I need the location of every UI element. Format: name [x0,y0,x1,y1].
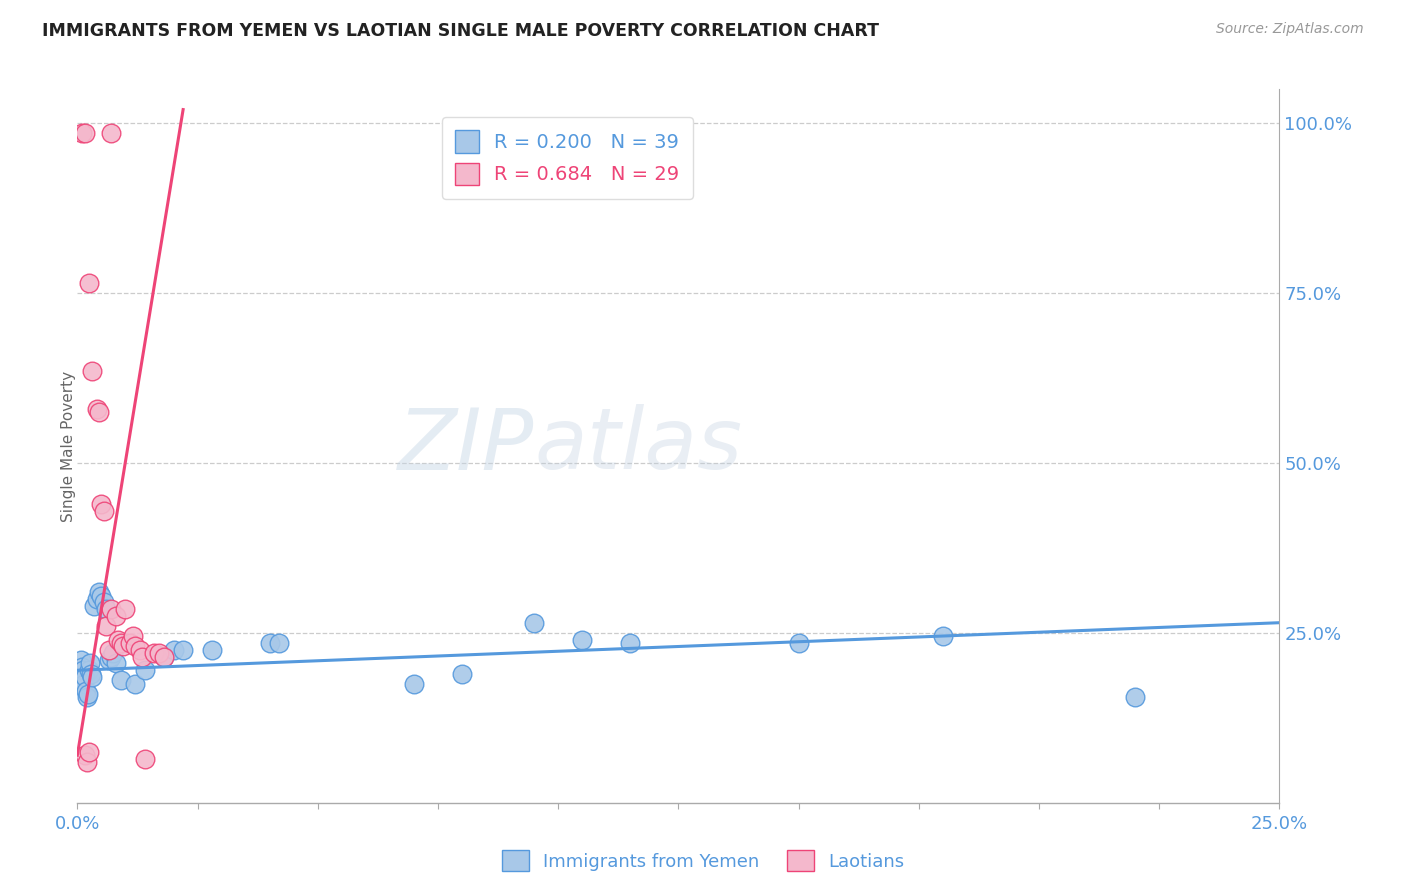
Text: ZIP: ZIP [398,404,534,488]
Point [402,677,425,691]
Point [97,643,120,657]
Point [259,636,281,650]
Point [111,640,134,654]
Point [77,663,100,677]
Point [110,636,132,650]
Point [79,657,101,671]
Point [80,364,103,378]
Point [103,646,125,660]
Point [75,683,97,698]
Point [162,643,184,657]
Point [143,646,166,660]
Point [100,649,122,664]
Point [153,649,176,664]
Point [93,595,115,609]
Point [104,608,127,623]
Text: Source: ZipAtlas.com: Source: ZipAtlas.com [1216,22,1364,37]
Point [153,649,176,664]
Point [73,670,96,684]
Point [70,660,93,674]
Text: atlas: atlas [534,404,742,488]
Point [110,673,132,688]
Point [100,602,122,616]
Point [96,602,118,616]
Point [90,497,112,511]
Point [70,653,93,667]
Point [121,629,143,643]
Point [100,127,122,141]
Point [523,615,546,630]
Point [104,657,127,671]
Legend: R = 0.200   N = 39, R = 0.684   N = 29: R = 0.200 N = 39, R = 0.684 N = 29 [441,117,693,199]
Point [76,755,98,769]
Point [134,663,156,677]
Point [86,401,108,416]
Point [83,599,105,613]
Point [120,636,142,650]
Point [172,643,194,657]
Point [128,643,150,657]
Point [619,636,641,650]
Y-axis label: Single Male Poverty: Single Male Poverty [62,370,76,522]
Point [134,751,156,765]
Point [96,619,118,633]
Point [97,653,120,667]
Point [73,677,96,691]
Legend: Immigrants from Yemen, Laotians: Immigrants from Yemen, Laotians [495,843,911,879]
Point [124,640,146,654]
Point [114,602,136,616]
Point [932,629,955,643]
Point [80,670,103,684]
Point [79,276,101,290]
Point [269,636,291,650]
Point [148,646,170,660]
Point [571,632,593,647]
Point [73,748,96,763]
Point [87,405,110,419]
Point [87,585,110,599]
Point [73,127,96,141]
Point [787,636,810,650]
Point [70,127,93,141]
Point [90,589,112,603]
Point [79,745,101,759]
Point [86,591,108,606]
Text: IMMIGRANTS FROM YEMEN VS LAOTIAN SINGLE MALE POVERTY CORRELATION CHART: IMMIGRANTS FROM YEMEN VS LAOTIAN SINGLE … [42,22,879,40]
Point [76,690,98,705]
Point [1123,690,1146,705]
Point [124,677,146,691]
Point [131,649,153,664]
Point [93,503,115,517]
Point [107,632,129,647]
Point [451,666,474,681]
Point [72,663,94,677]
Point [201,643,224,657]
Point [77,687,100,701]
Point [80,666,103,681]
